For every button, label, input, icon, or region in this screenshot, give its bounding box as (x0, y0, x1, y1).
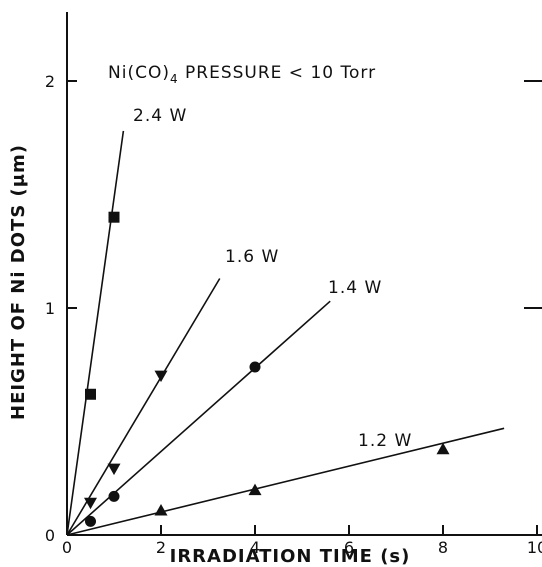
pressure-annotation: Ni(CO)4 PRESSURE < 10 Torr (108, 63, 376, 86)
series-label-1-2-W: 1.2 W (358, 431, 412, 451)
y-tick-label: 1 (45, 299, 55, 318)
fit-line-1-6-W (66, 278, 221, 536)
y-tick-label: 0 (45, 526, 55, 545)
marker-1-4-W (108, 490, 120, 502)
marker-1-4-W (249, 361, 261, 373)
fit-line-1-4-W (66, 300, 331, 536)
y-tick-label: 2 (45, 72, 55, 91)
x-tick-label: 6 (344, 538, 354, 557)
fit-lines (66, 130, 505, 536)
x-tick-label: 4 (250, 538, 260, 557)
marker-1-2-W (436, 442, 450, 455)
marker-1-2-W (154, 504, 168, 516)
y-axis-title: HEIGHT OF Ni DOTS (μm) (8, 144, 29, 420)
x-tick-label: 10 (527, 538, 542, 557)
x-tick-label: 8 (438, 538, 448, 557)
marker-1-4-W (85, 515, 96, 527)
data-markers (84, 211, 450, 527)
marker-1-6-W (154, 370, 168, 383)
x-tick-label: 2 (156, 538, 166, 557)
series-label-1-6-W: 1.6 W (225, 247, 279, 267)
ticks: 0 2 4 6 8 10 0 1 2 (45, 72, 542, 557)
marker-1-6-W (107, 463, 121, 476)
fit-line-1-2-W (66, 427, 505, 536)
marker-1-2-W (248, 483, 262, 496)
marker-2-4-W (85, 388, 96, 400)
series-label-2-4-W: 2.4 W (133, 106, 187, 126)
x-axis-title: IRRADIATION TIME (s) (170, 546, 411, 567)
plot-frame (66, 12, 542, 536)
series-labels: 2.4 W 1.6 W 1.4 W 1.2 W (133, 106, 412, 451)
fit-line-2-4-W (66, 130, 125, 536)
marker-1-6-W (84, 497, 97, 510)
series-label-1-4-W: 1.4 W (328, 278, 382, 298)
x-tick-label: 0 (62, 538, 72, 557)
marker-2-4-W (108, 211, 120, 223)
